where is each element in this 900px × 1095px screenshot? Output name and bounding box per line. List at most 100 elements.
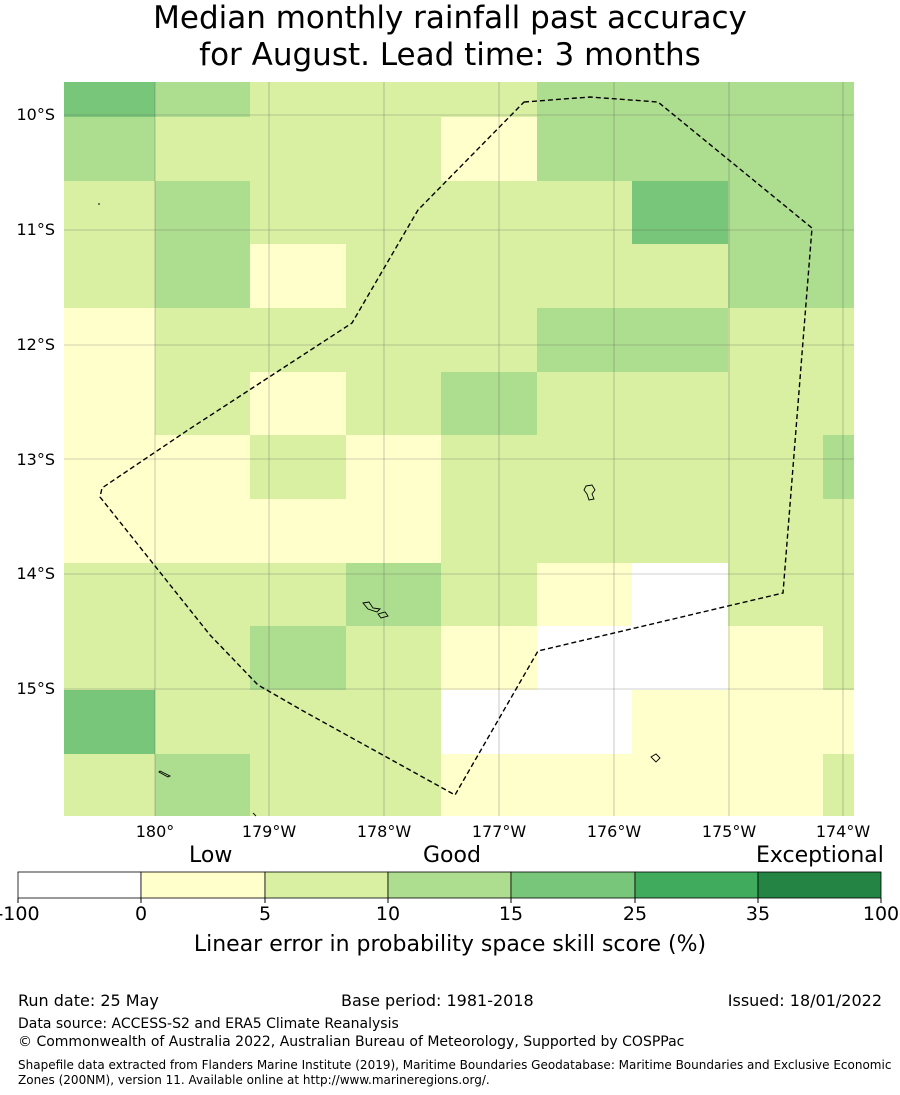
skill-cell <box>632 626 728 690</box>
title-line-2: for August. Lead time: 3 months <box>199 37 701 73</box>
skill-cell <box>346 435 441 499</box>
skill-cell <box>823 499 854 563</box>
skill-cell <box>823 626 854 690</box>
skill-cell <box>441 690 537 754</box>
colorbar <box>17 871 882 903</box>
skill-cell <box>537 690 632 754</box>
skill-cell <box>441 244 537 308</box>
skill-cell <box>823 372 854 435</box>
skill-cell <box>537 754 632 816</box>
skill-cell <box>441 308 537 372</box>
skill-cell <box>728 308 823 372</box>
base-period: Base period: 1981-2018 <box>341 991 534 1010</box>
skill-cell <box>441 435 537 499</box>
skill-cell <box>64 82 155 117</box>
skill-cell <box>155 372 250 435</box>
colorbar-swatch <box>510 871 636 899</box>
skill-cell <box>64 181 155 244</box>
skill-cell <box>64 372 155 435</box>
colorbar-tick-25: 25 <box>622 903 648 925</box>
skill-cell <box>346 372 441 435</box>
skill-cell <box>346 117 441 181</box>
skill-cell <box>346 563 441 626</box>
skill-cell <box>346 308 441 372</box>
map-title: Median monthly rainfall past accuracy fo… <box>0 0 900 74</box>
skill-cell <box>728 82 823 117</box>
skill-cell <box>632 82 728 117</box>
colorbar-swatch <box>17 871 142 899</box>
skill-cell <box>728 117 823 181</box>
map-features <box>98 96 813 817</box>
skill-cell <box>728 499 823 563</box>
skill-cell <box>823 308 854 372</box>
skill-cell <box>823 690 854 754</box>
skill-cell <box>155 244 250 308</box>
island-small-west <box>158 770 172 778</box>
colorbar-swatch <box>264 871 389 899</box>
lon-label-179w: 179°W <box>241 822 297 841</box>
skill-cell <box>64 754 155 816</box>
skill-cell <box>537 244 632 308</box>
skill-cell <box>728 690 823 754</box>
lon-label-175w: 175°W <box>701 822 757 841</box>
lon-label-178w: 178°W <box>356 822 412 841</box>
skill-cell <box>250 690 346 754</box>
data-source: Data source: ACCESS-S2 and ERA5 Climate … <box>18 1016 399 1032</box>
colorbar-tick-15: 15 <box>498 903 524 925</box>
skill-cell <box>441 181 537 244</box>
skill-cell <box>250 499 346 563</box>
colorbar-tick-5: 5 <box>258 903 272 925</box>
skill-cell <box>823 82 854 117</box>
skill-cell <box>346 82 441 117</box>
skill-cell <box>64 690 155 754</box>
skill-cell <box>155 435 250 499</box>
skill-cell <box>728 244 823 308</box>
lat-label-13s: 13°S <box>16 450 55 469</box>
skill-cell <box>155 308 250 372</box>
skill-cell <box>346 244 441 308</box>
skill-cell <box>250 563 346 626</box>
skill-cell <box>155 117 250 181</box>
skill-cell <box>155 499 250 563</box>
skill-cell <box>346 499 441 563</box>
colorbar-tick-35: 35 <box>745 903 771 925</box>
island-fakaofo-1 <box>362 601 381 613</box>
island-fakaofo-2 <box>377 611 389 619</box>
category-low: Low <box>189 843 233 868</box>
skill-cell <box>728 372 823 435</box>
graticule <box>64 82 854 816</box>
skill-cell <box>537 181 632 244</box>
skill-cell <box>250 372 346 435</box>
skill-cell <box>632 499 728 563</box>
skill-cell <box>250 181 346 244</box>
skill-cell <box>632 435 728 499</box>
skill-cell <box>537 308 632 372</box>
skill-cell <box>64 117 155 181</box>
lon-label-176w: 176°W <box>586 822 642 841</box>
skill-cell <box>155 563 250 626</box>
skill-cell <box>155 690 250 754</box>
skill-cell <box>823 435 854 499</box>
skill-cell <box>441 499 537 563</box>
copyright: © Commonwealth of Australia 2022, Austra… <box>18 1034 685 1050</box>
skill-cell <box>346 690 441 754</box>
skill-cell <box>632 117 728 181</box>
colorbar-tick-100: 100 <box>862 903 900 925</box>
lon-label-180: 180° <box>135 822 175 841</box>
skill-cell <box>346 626 441 690</box>
colorbar-swatch <box>387 871 512 899</box>
lat-label-10s: 10°S <box>16 105 55 124</box>
skill-cell <box>64 435 155 499</box>
skill-cell <box>823 244 854 308</box>
eez-boundary <box>99 96 813 796</box>
skill-cell <box>823 754 854 816</box>
colorbar-tick-0: 0 <box>134 903 148 925</box>
shapefile-note: Shapefile data extracted from Flanders M… <box>18 1058 892 1087</box>
colorbar-swatch <box>140 871 266 899</box>
skill-cell <box>632 308 728 372</box>
skill-cell <box>155 181 250 244</box>
skill-cell <box>441 563 537 626</box>
skill-cell <box>250 244 346 308</box>
skill-cell <box>823 117 854 181</box>
